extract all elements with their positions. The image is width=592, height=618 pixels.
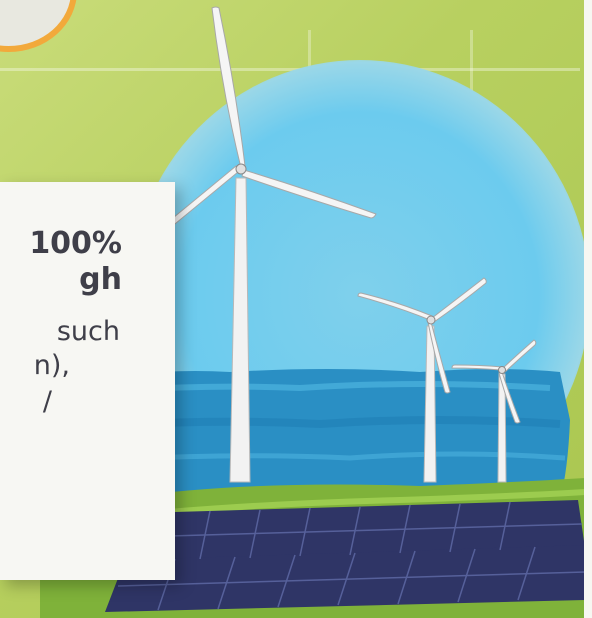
water bbox=[66, 369, 570, 505]
wind-turbine-small bbox=[451, 339, 537, 483]
card-body-line: such bbox=[56, 316, 120, 347]
card-body-line: n), bbox=[33, 350, 70, 381]
card-headline-line: gh bbox=[79, 262, 122, 297]
info-card-text: 100% gh such n), / bbox=[0, 182, 122, 580]
page-edge bbox=[584, 0, 592, 618]
card-body-line: / bbox=[42, 386, 52, 417]
solar-panels bbox=[105, 500, 586, 612]
wind-turbine-large bbox=[123, 6, 377, 483]
info-card bbox=[0, 182, 175, 580]
wind-turbine-medium bbox=[357, 277, 487, 483]
background-grid-line bbox=[0, 68, 580, 71]
card-headline-line: 100% bbox=[29, 226, 122, 261]
background-grid-line bbox=[470, 30, 473, 100]
